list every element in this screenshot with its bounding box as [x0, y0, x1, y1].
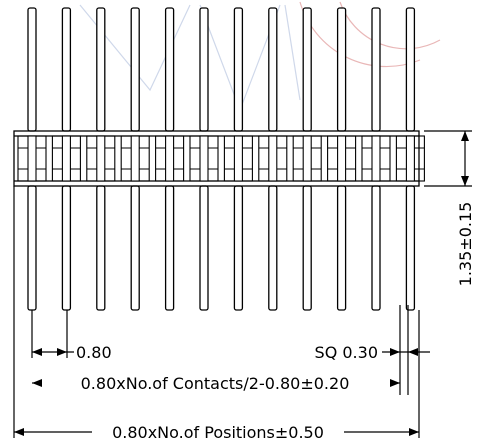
pin-in-body — [302, 135, 312, 182]
pin-lower — [405, 185, 416, 311]
pin-lower — [199, 185, 209, 311]
pin-lower — [336, 185, 347, 311]
pin-lower — [233, 185, 244, 311]
pin-lower — [130, 185, 140, 311]
pin-upper — [405, 7, 416, 132]
dimension-arrows — [14, 131, 469, 436]
overall-length-label: 0.80xNo.of Positions±0.50 — [112, 423, 324, 442]
pin-lower — [268, 185, 278, 311]
pin-lower — [27, 185, 37, 311]
pin-group — [27, 7, 416, 311]
watermark-stroke — [284, 4, 301, 101]
pin-upper — [199, 7, 209, 132]
arrow-head — [390, 379, 400, 387]
watermark-arc — [299, 1, 421, 68]
pin-lower — [96, 185, 106, 311]
pin-in-body — [199, 135, 209, 182]
pitch-label: 0.80 — [76, 343, 112, 362]
arrow-head — [408, 348, 418, 356]
pin-lower — [302, 185, 312, 311]
arrow-head — [390, 348, 400, 356]
dimension-lines — [13, 130, 472, 438]
arrow-head — [409, 428, 419, 436]
pin-lower — [61, 185, 72, 311]
arrow-head — [461, 131, 469, 141]
pin-lower — [164, 185, 175, 311]
pin-in-body — [371, 135, 381, 182]
arrow-head — [32, 348, 42, 356]
pin-upper — [302, 7, 312, 132]
pin-in-body — [27, 135, 37, 182]
contacts-span-label: 0.80xNo.of Contacts/2-0.80±0.20 — [81, 374, 350, 393]
pin-upper — [27, 7, 37, 132]
pin-in-body — [165, 135, 175, 182]
pin-in-body — [233, 135, 243, 182]
arrow-head — [461, 176, 469, 186]
pin-in-body — [96, 135, 106, 182]
pin-upper — [233, 7, 244, 132]
pin-upper — [268, 7, 278, 132]
arrow-head — [32, 379, 42, 387]
body-height-label: 1.35±0.15 — [456, 202, 475, 287]
pin-upper — [61, 7, 72, 132]
header-body — [13, 130, 420, 187]
body-cells — [17, 135, 425, 182]
pin-in-body — [337, 135, 347, 182]
arrow-head — [14, 428, 24, 436]
pin-lower — [371, 185, 381, 311]
pin-upper — [96, 7, 106, 132]
pin-in-body — [268, 135, 278, 182]
pin-upper — [164, 7, 175, 132]
body-outline — [13, 130, 420, 187]
watermark-arc — [339, 1, 441, 50]
pin-upper — [371, 7, 381, 132]
pin-in-body — [405, 135, 415, 182]
pin-in-body — [130, 135, 140, 182]
pin-upper — [336, 7, 347, 132]
pin-upper — [130, 7, 140, 132]
pin-square-label: SQ 0.30 — [315, 343, 378, 362]
pin-in-body — [61, 135, 71, 182]
arrow-head — [57, 348, 67, 356]
